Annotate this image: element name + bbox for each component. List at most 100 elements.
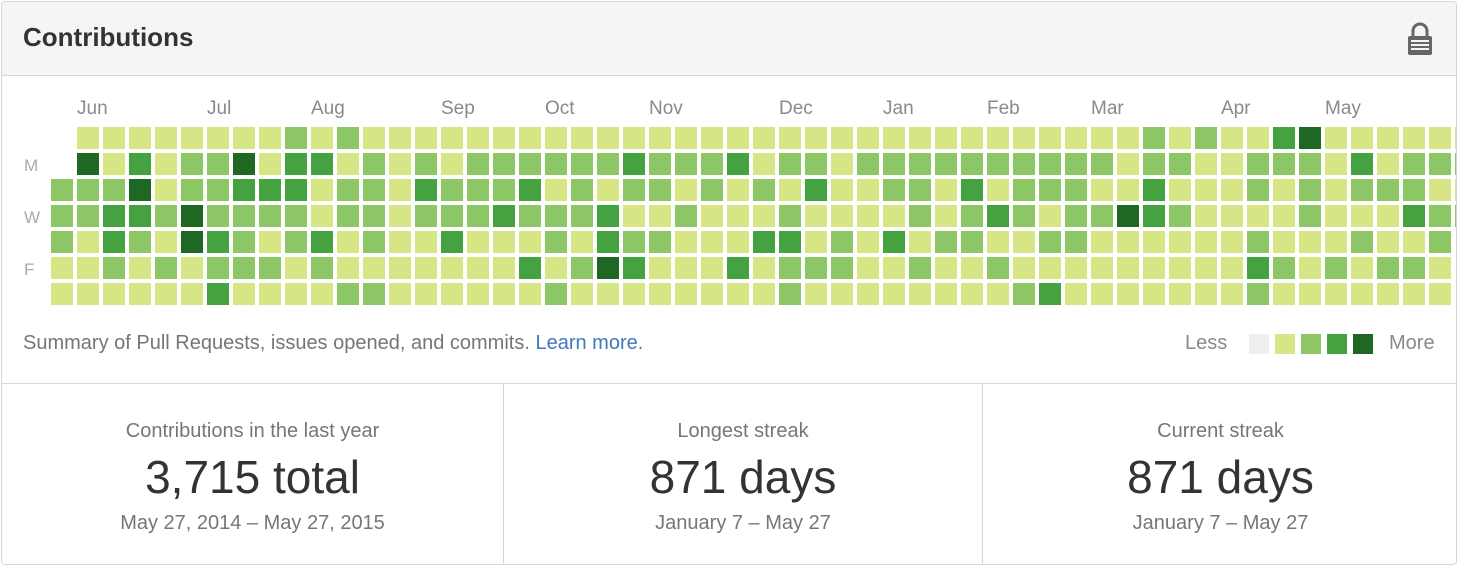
contribution-day-cell[interactable] [519, 127, 541, 149]
contribution-day-cell[interactable] [987, 257, 1009, 279]
contribution-day-cell[interactable] [1117, 257, 1139, 279]
contribution-day-cell[interactable] [1143, 153, 1165, 175]
contribution-day-cell[interactable] [77, 127, 99, 149]
contribution-day-cell[interactable] [1403, 153, 1425, 175]
contribution-day-cell[interactable] [883, 179, 905, 201]
contribution-day-cell[interactable] [571, 283, 593, 305]
contribution-day-cell[interactable] [181, 205, 203, 227]
contribution-day-cell[interactable] [727, 257, 749, 279]
contribution-day-cell[interactable] [883, 153, 905, 175]
contribution-day-cell[interactable] [1065, 231, 1087, 253]
contribution-day-cell[interactable] [155, 231, 177, 253]
contribution-day-cell[interactable] [207, 205, 229, 227]
contribution-day-cell[interactable] [779, 205, 801, 227]
contribution-day-cell[interactable] [1325, 179, 1347, 201]
contribution-day-cell[interactable] [1325, 127, 1347, 149]
contribution-day-cell[interactable] [1169, 231, 1191, 253]
lock-icon[interactable] [1406, 22, 1434, 56]
contribution-day-cell[interactable] [1039, 179, 1061, 201]
contribution-day-cell[interactable] [1143, 179, 1165, 201]
contribution-day-cell[interactable] [493, 231, 515, 253]
contribution-day-cell[interactable] [1143, 205, 1165, 227]
contribution-day-cell[interactable] [805, 153, 827, 175]
contribution-day-cell[interactable] [103, 179, 125, 201]
contribution-day-cell[interactable] [285, 179, 307, 201]
contribution-day-cell[interactable] [467, 257, 489, 279]
contribution-day-cell[interactable] [649, 231, 671, 253]
contribution-day-cell[interactable] [1429, 205, 1451, 227]
contribution-day-cell[interactable] [1091, 205, 1113, 227]
contribution-day-cell[interactable] [831, 179, 853, 201]
contribution-day-cell[interactable] [545, 205, 567, 227]
contribution-day-cell[interactable] [181, 179, 203, 201]
contribution-day-cell[interactable] [1403, 205, 1425, 227]
contribution-day-cell[interactable] [883, 231, 905, 253]
contribution-day-cell[interactable] [961, 257, 983, 279]
contribution-day-cell[interactable] [259, 179, 281, 201]
contribution-day-cell[interactable] [1455, 127, 1456, 149]
contribution-day-cell[interactable] [1013, 153, 1035, 175]
contribution-day-cell[interactable] [1455, 179, 1456, 201]
contribution-day-cell[interactable] [1403, 179, 1425, 201]
contribution-day-cell[interactable] [753, 283, 775, 305]
contribution-day-cell[interactable] [519, 179, 541, 201]
contribution-day-cell[interactable] [1351, 205, 1373, 227]
contribution-day-cell[interactable] [701, 205, 723, 227]
contribution-day-cell[interactable] [675, 205, 697, 227]
contribution-day-cell[interactable] [779, 179, 801, 201]
contribution-day-cell[interactable] [1299, 153, 1321, 175]
contribution-day-cell[interactable] [1247, 257, 1269, 279]
contribution-day-cell[interactable] [1065, 179, 1087, 201]
contribution-day-cell[interactable] [337, 205, 359, 227]
contribution-day-cell[interactable] [1169, 283, 1191, 305]
contribution-day-cell[interactable] [155, 153, 177, 175]
contribution-day-cell[interactable] [1091, 153, 1113, 175]
contribution-day-cell[interactable] [779, 153, 801, 175]
contribution-day-cell[interactable] [389, 153, 411, 175]
contribution-day-cell[interactable] [103, 205, 125, 227]
contribution-day-cell[interactable] [1143, 231, 1165, 253]
contribution-day-cell[interactable] [363, 153, 385, 175]
contribution-day-cell[interactable] [545, 127, 567, 149]
contribution-day-cell[interactable] [883, 257, 905, 279]
contribution-day-cell[interactable] [207, 283, 229, 305]
contribution-day-cell[interactable] [961, 179, 983, 201]
contribution-day-cell[interactable] [1299, 127, 1321, 149]
contribution-day-cell[interactable] [467, 231, 489, 253]
contribution-day-cell[interactable] [935, 179, 957, 201]
contribution-day-cell[interactable] [259, 257, 281, 279]
contribution-day-cell[interactable] [545, 257, 567, 279]
contribution-day-cell[interactable] [1299, 179, 1321, 201]
contribution-day-cell[interactable] [103, 257, 125, 279]
contribution-day-cell[interactable] [1299, 257, 1321, 279]
contribution-day-cell[interactable] [415, 231, 437, 253]
contribution-day-cell[interactable] [623, 283, 645, 305]
contribution-day-cell[interactable] [1117, 205, 1139, 227]
contribution-day-cell[interactable] [753, 127, 775, 149]
contribution-day-cell[interactable] [909, 179, 931, 201]
contribution-day-cell[interactable] [987, 153, 1009, 175]
contribution-day-cell[interactable] [701, 153, 723, 175]
contribution-day-cell[interactable] [909, 257, 931, 279]
contribution-day-cell[interactable] [1403, 127, 1425, 149]
contribution-day-cell[interactable] [493, 127, 515, 149]
contribution-day-cell[interactable] [77, 205, 99, 227]
contribution-day-cell[interactable] [649, 205, 671, 227]
contribution-day-cell[interactable] [727, 153, 749, 175]
contribution-day-cell[interactable] [285, 205, 307, 227]
contribution-day-cell[interactable] [675, 153, 697, 175]
contribution-day-cell[interactable] [727, 179, 749, 201]
contribution-day-cell[interactable] [545, 283, 567, 305]
contribution-day-cell[interactable] [571, 231, 593, 253]
contribution-day-cell[interactable] [805, 127, 827, 149]
contribution-day-cell[interactable] [1403, 231, 1425, 253]
contribution-day-cell[interactable] [467, 127, 489, 149]
contribution-day-cell[interactable] [935, 231, 957, 253]
contribution-day-cell[interactable] [519, 153, 541, 175]
contribution-day-cell[interactable] [181, 231, 203, 253]
contribution-day-cell[interactable] [155, 179, 177, 201]
contribution-day-cell[interactable] [1299, 205, 1321, 227]
contribution-day-cell[interactable] [1455, 205, 1456, 227]
contribution-day-cell[interactable] [467, 283, 489, 305]
contribution-day-cell[interactable] [77, 283, 99, 305]
